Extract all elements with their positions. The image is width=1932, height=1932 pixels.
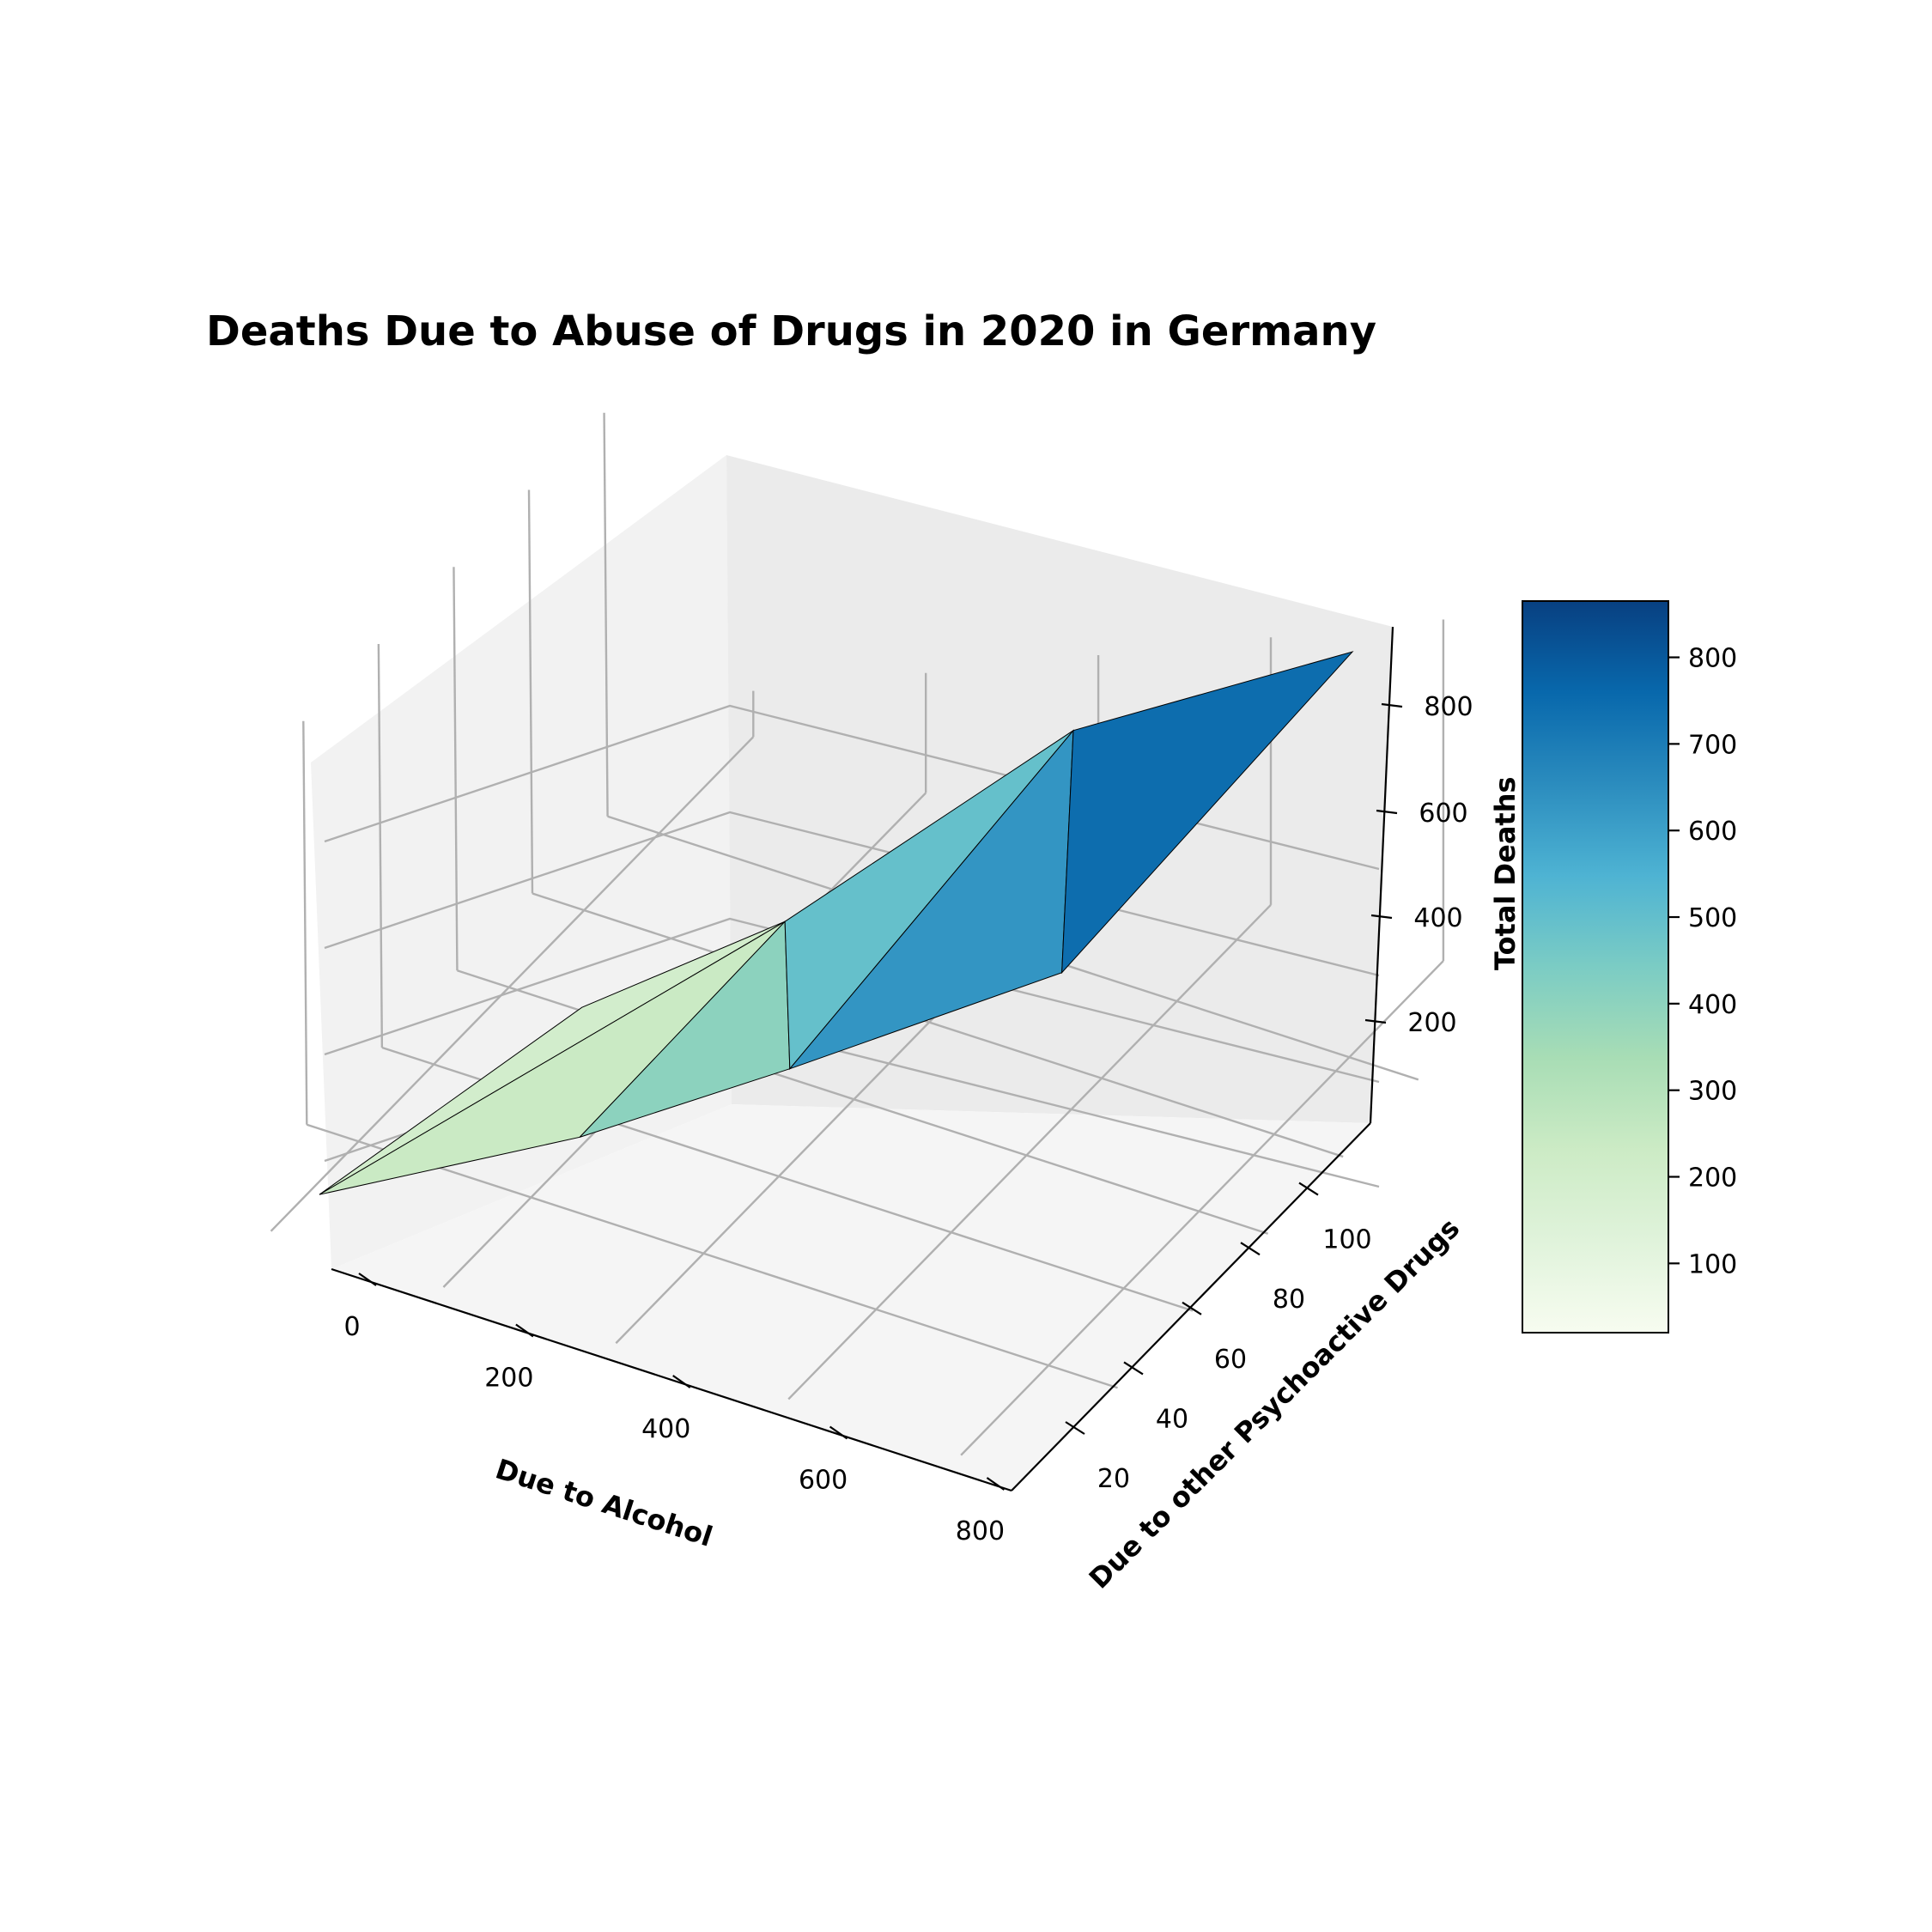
z-tick-mark <box>1376 809 1398 815</box>
x-tick-mark <box>986 1477 1005 1491</box>
z-tick-label: 800 <box>1424 692 1473 722</box>
y-gridline-left <box>527 489 534 894</box>
chart-title: Deaths Due to Abuse of Drugs in 2020 in … <box>206 307 1376 355</box>
y-tick-mark <box>1182 1301 1202 1315</box>
z-ticks: 200 400 600 800 <box>1364 692 1473 1038</box>
colorbar-tick-label: 100 <box>1688 1249 1737 1279</box>
colorbar-tick-label: 500 <box>1688 903 1737 933</box>
floor-pane <box>331 1104 1370 1491</box>
z-tick-mark <box>1364 1018 1387 1024</box>
y-tick-label: 80 <box>1273 1285 1305 1315</box>
colorbar-tick-label: 200 <box>1688 1163 1737 1194</box>
y-gridline-floor <box>532 892 1344 1158</box>
surface <box>319 651 1354 1195</box>
colorbar-ticks: 100 200 300 400 500 600 700 800 <box>1668 644 1737 1279</box>
x-tick-label: 400 <box>641 1414 690 1444</box>
x-tick-mark <box>358 1273 377 1286</box>
z-tick-mark <box>1381 702 1403 708</box>
x-tick-mark <box>672 1375 691 1388</box>
y-tick-label: 100 <box>1322 1225 1371 1255</box>
y-tick-label: 60 <box>1214 1345 1247 1375</box>
y-tick-mark <box>1123 1361 1144 1376</box>
z-tick-label: 200 <box>1407 1008 1456 1038</box>
z-tick-label: 600 <box>1419 799 1467 829</box>
colorbar-tick-label: 300 <box>1688 1077 1737 1107</box>
z-tick-label: 400 <box>1413 903 1462 933</box>
z-axis-line <box>1369 626 1394 1124</box>
y-ticks: 20 40 60 80 100 <box>1065 1182 1372 1494</box>
z-axis-label: Total Deaths <box>1489 776 1522 970</box>
x-tick-mark <box>829 1425 848 1440</box>
x-axis-line <box>331 1267 1012 1492</box>
y-gridline-left <box>377 643 384 1048</box>
z-gridline <box>324 811 1380 977</box>
x-tick-label: 600 <box>799 1466 848 1496</box>
x-tick-label: 0 <box>343 1312 360 1342</box>
colorbar <box>1522 600 1669 1334</box>
colorbar-tick-label: 600 <box>1688 817 1737 847</box>
x-tick-mark <box>515 1323 534 1338</box>
y-tick-mark <box>1240 1242 1261 1256</box>
surface-facet <box>1061 651 1354 975</box>
y-gridline-left <box>603 412 609 817</box>
x-tick-label: 800 <box>956 1516 1005 1546</box>
y-tick-label: 40 <box>1156 1404 1188 1434</box>
z-tick-mark <box>1370 914 1393 920</box>
x-gridline-floor <box>787 904 1272 1400</box>
x-tick-label: 200 <box>484 1364 533 1394</box>
colorbar-tick-label: 800 <box>1688 644 1737 674</box>
colorbar-tick-label: 400 <box>1688 990 1737 1020</box>
x-gridline-floor <box>270 736 755 1232</box>
x-ticks: 0 200 400 600 800 <box>343 1273 1005 1546</box>
y-tick-mark <box>1298 1182 1319 1196</box>
y-gridline-floor <box>306 1123 1118 1389</box>
y-tick-label: 20 <box>1097 1464 1130 1494</box>
x-axis-label: Due to Alcohol <box>492 1452 717 1552</box>
colorbar-tick-label: 700 <box>1688 730 1737 760</box>
y-gridline-left <box>302 720 308 1125</box>
y-tick-mark <box>1065 1421 1085 1435</box>
x-gridline-floor <box>960 960 1444 1456</box>
z-gridline <box>324 917 1380 1084</box>
